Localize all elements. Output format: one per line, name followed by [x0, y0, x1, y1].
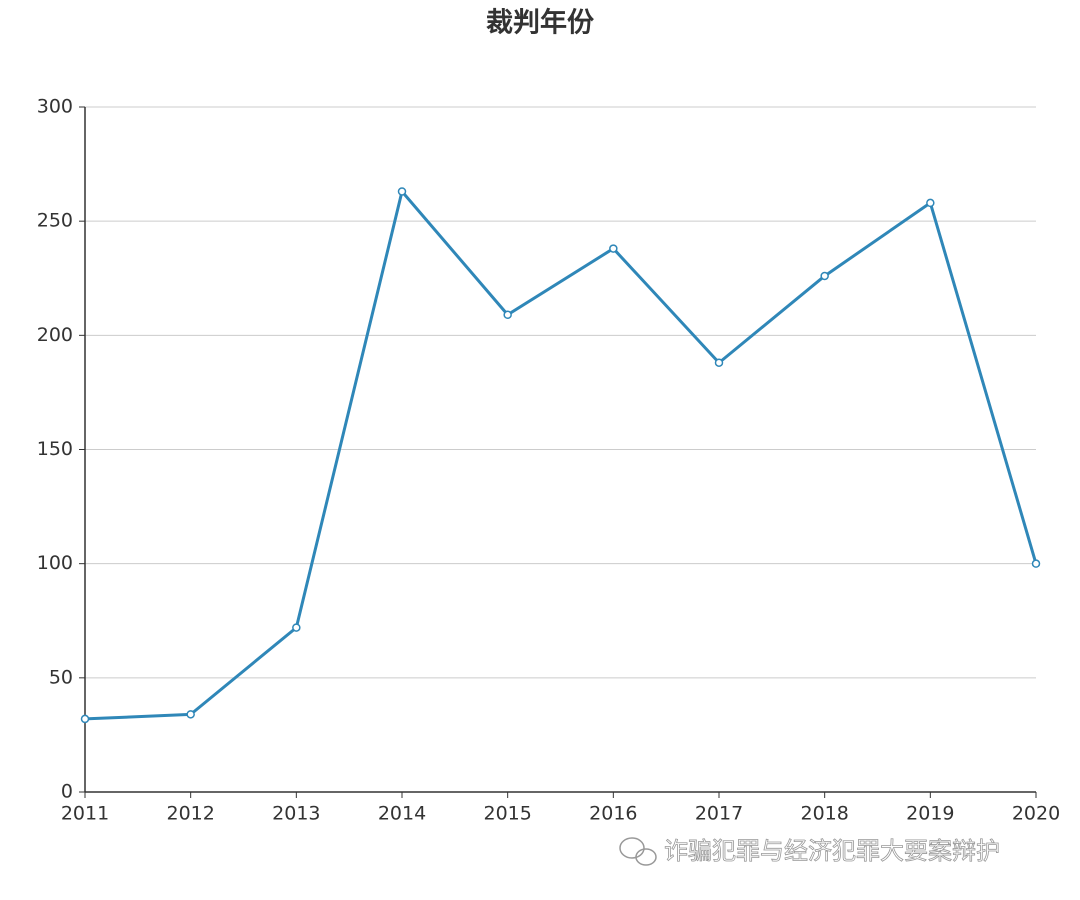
y-tick-label: 300: [37, 96, 73, 118]
x-tick-label: 2012: [166, 803, 214, 825]
point: [292, 623, 301, 632]
point: [397, 187, 407, 196]
watermark: 诈骗犯罪与经济犯罪大要案辩护: [664, 837, 1000, 865]
y-tick-label: 50: [49, 666, 73, 688]
point: [80, 714, 90, 724]
line: [84, 189, 1038, 721]
point: [609, 244, 618, 253]
x-tick-label: 2017: [695, 803, 743, 825]
point: [820, 271, 829, 281]
point: [714, 358, 724, 367]
x-tick-label: 2013: [272, 803, 320, 825]
x-tick-label: 2014: [378, 803, 426, 825]
x-tick-label: 2016: [589, 803, 637, 825]
watermark-icon: [619, 837, 657, 866]
x-tick-label: 2019: [906, 803, 954, 825]
x-tick-label: 2011: [61, 803, 109, 825]
chart-title: 裁判年份: [486, 7, 594, 39]
y-tick-label: 0: [61, 781, 73, 803]
point: [186, 710, 195, 719]
x-tick-label: 2020: [1012, 803, 1060, 825]
point: [503, 310, 512, 320]
point: [926, 198, 935, 208]
x-tick-label: 2018: [800, 803, 848, 825]
x-tick-label: 2015: [483, 803, 531, 825]
y-tick-label: 150: [37, 438, 73, 460]
y-tick-label: 200: [37, 324, 73, 346]
y-tick-label: 250: [37, 210, 73, 232]
point: [1031, 559, 1041, 568]
y-tick-label: 100: [37, 552, 73, 574]
